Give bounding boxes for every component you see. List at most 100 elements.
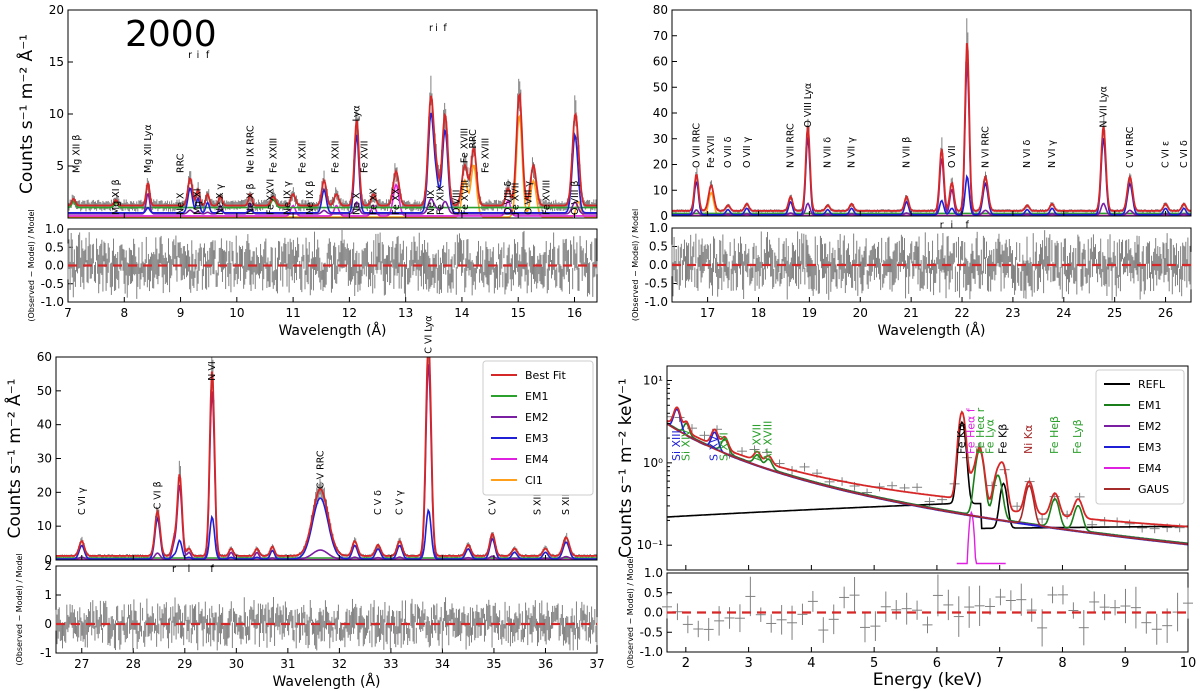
line-label-bottom: Mg XI β	[111, 179, 122, 215]
x-tick-label: 29	[177, 657, 192, 671]
legend-label: EM1	[1138, 399, 1161, 412]
r-tick-label: -1.0	[640, 645, 663, 659]
legend-label: REFL	[1138, 378, 1166, 391]
line-label: RRC	[468, 129, 479, 149]
x-tick-label: 7	[64, 306, 72, 320]
main-frame	[671, 9, 1192, 217]
line-label: Fe Heβ	[1048, 416, 1061, 454]
x-tick-label: 18	[751, 306, 766, 320]
x-tick-label: 28	[126, 657, 141, 671]
x-tick-label: 33	[383, 657, 398, 671]
line-label: C V δ	[373, 490, 384, 515]
model-REFL	[667, 420, 1188, 530]
r-tick-label: -0.5	[640, 625, 663, 639]
x-tick-label: 36	[538, 657, 553, 671]
line-label: N VI δ	[1022, 140, 1033, 168]
y-tick-label: 60	[653, 55, 668, 69]
line-label: Si XIII	[670, 430, 683, 461]
line-label: C VI Lyα	[424, 315, 435, 353]
residual-points	[662, 574, 1193, 647]
y-axis-label: Counts s⁻¹ m⁻² Å⁻¹	[15, 34, 37, 194]
model-EM4	[956, 510, 1006, 565]
r-tick-label: 1.0	[644, 566, 663, 580]
x-tick-label: 8	[120, 306, 128, 320]
figure-title: 2000	[125, 14, 217, 55]
x-tick-label: 10	[229, 306, 244, 320]
triplet-label: i	[951, 220, 954, 231]
x-tick-label: 4	[807, 656, 815, 671]
model-best-fit	[68, 92, 597, 207]
x-axis-label: Wavelength (Å)	[877, 322, 985, 339]
line-label: O VIII Lyα	[803, 83, 814, 128]
line-label: Fe XXIII	[268, 138, 279, 173]
line-label: C VI δ	[1179, 140, 1190, 168]
x-tick-label: 10	[1180, 656, 1197, 671]
line-label: Fe Lyβ	[1071, 419, 1084, 454]
line-label: Mg XII Lyα	[143, 124, 154, 173]
r-tick-label: 2	[44, 559, 52, 573]
line-label: Si XIV	[679, 429, 692, 461]
legend: Best Fit EM1 EM2 EM3 EM4 CI1	[482, 360, 594, 496]
y-tick-label: 0	[44, 553, 52, 567]
main-frame	[666, 365, 1189, 571]
x-tick-label: 11	[285, 306, 300, 320]
x-tick-label: 27	[74, 657, 89, 671]
line-label: Lyα	[352, 105, 363, 121]
model-best-fit	[672, 42, 1191, 212]
model-EM3	[68, 112, 597, 214]
triplet-label: f	[443, 23, 447, 34]
line-label: N VII RRC	[786, 123, 797, 168]
line-label: Fe Kα	[955, 424, 968, 454]
line-label-bottom: Fe XXVI	[266, 179, 277, 215]
triplet-label: r	[429, 23, 433, 34]
x-tick-label: 35	[486, 657, 501, 671]
panel-B: 17 18 19 20 21 22 23 24 25 26 0 10 20 30 40 50 60 70 80 -1.…	[631, 3, 1192, 339]
line-label: S XIII	[533, 491, 544, 515]
legend-label: EM2	[1138, 420, 1161, 433]
line-label: Fe XVII	[706, 136, 717, 168]
x-tick-label: 12	[342, 306, 357, 320]
x-tick-label: 9	[177, 306, 185, 320]
x-tick-label: 30	[229, 657, 244, 671]
x-tick-label: 8	[1058, 656, 1066, 671]
line-label: Ni Kα	[1022, 425, 1035, 454]
r-tick-label: -1	[40, 646, 52, 660]
x-tick-label: 17	[700, 306, 715, 320]
line-label-bottom: O VIII	[451, 190, 462, 215]
y-tick-label: 15	[49, 55, 64, 69]
line-label-bottom: O VIII γ	[523, 181, 534, 215]
legend-frame	[482, 360, 594, 496]
line-label-bottom: Ne IX β	[305, 181, 316, 215]
x-tick-label: 31	[280, 657, 295, 671]
model-GAUS	[667, 423, 1188, 546]
line-label: C V γ	[395, 490, 406, 515]
legend-label: EM4	[1138, 462, 1161, 475]
x-tick-label: 23	[1005, 306, 1020, 320]
panel-C: 27 28 29 30 31 32 33 34 35 36 37 0 10 20 30 40 50 60 -1 0 1 2…	[3, 315, 605, 690]
legend: REFL EM1 EM2 EM3 EM4 GAUS	[1095, 369, 1185, 505]
line-label: Fe XXII	[330, 141, 341, 173]
model-EM2	[68, 192, 597, 215]
model-CI1	[68, 114, 597, 218]
line-label: Fe Heα f	[964, 407, 977, 454]
x-tick-label: 32	[332, 657, 347, 671]
x-tick-label: 24	[1056, 306, 1071, 320]
model-best-fit	[667, 406, 1188, 528]
line-label-bottom: Fe XVII	[510, 183, 521, 215]
y-tick-label: 10¹	[643, 374, 663, 388]
residual-points	[55, 597, 598, 651]
r-tick-label: 1	[44, 588, 52, 602]
model-best-fit	[56, 357, 597, 557]
model-EM1	[68, 198, 597, 209]
residual-frame	[55, 565, 598, 654]
y-tick-label: 10⁻¹	[637, 538, 664, 552]
triplet-label: r	[172, 564, 176, 575]
x-axis-label: Wavelength (Å)	[278, 322, 386, 339]
line-label: N VII δ	[823, 137, 834, 168]
line-label: N VII β	[902, 137, 913, 168]
triplet-label: i	[188, 564, 191, 575]
y-tick-label: 40	[37, 418, 52, 432]
triplet-label: f	[206, 50, 210, 61]
x-tick-label: 21	[904, 306, 919, 320]
r-tick-label: 1.0	[649, 221, 668, 235]
